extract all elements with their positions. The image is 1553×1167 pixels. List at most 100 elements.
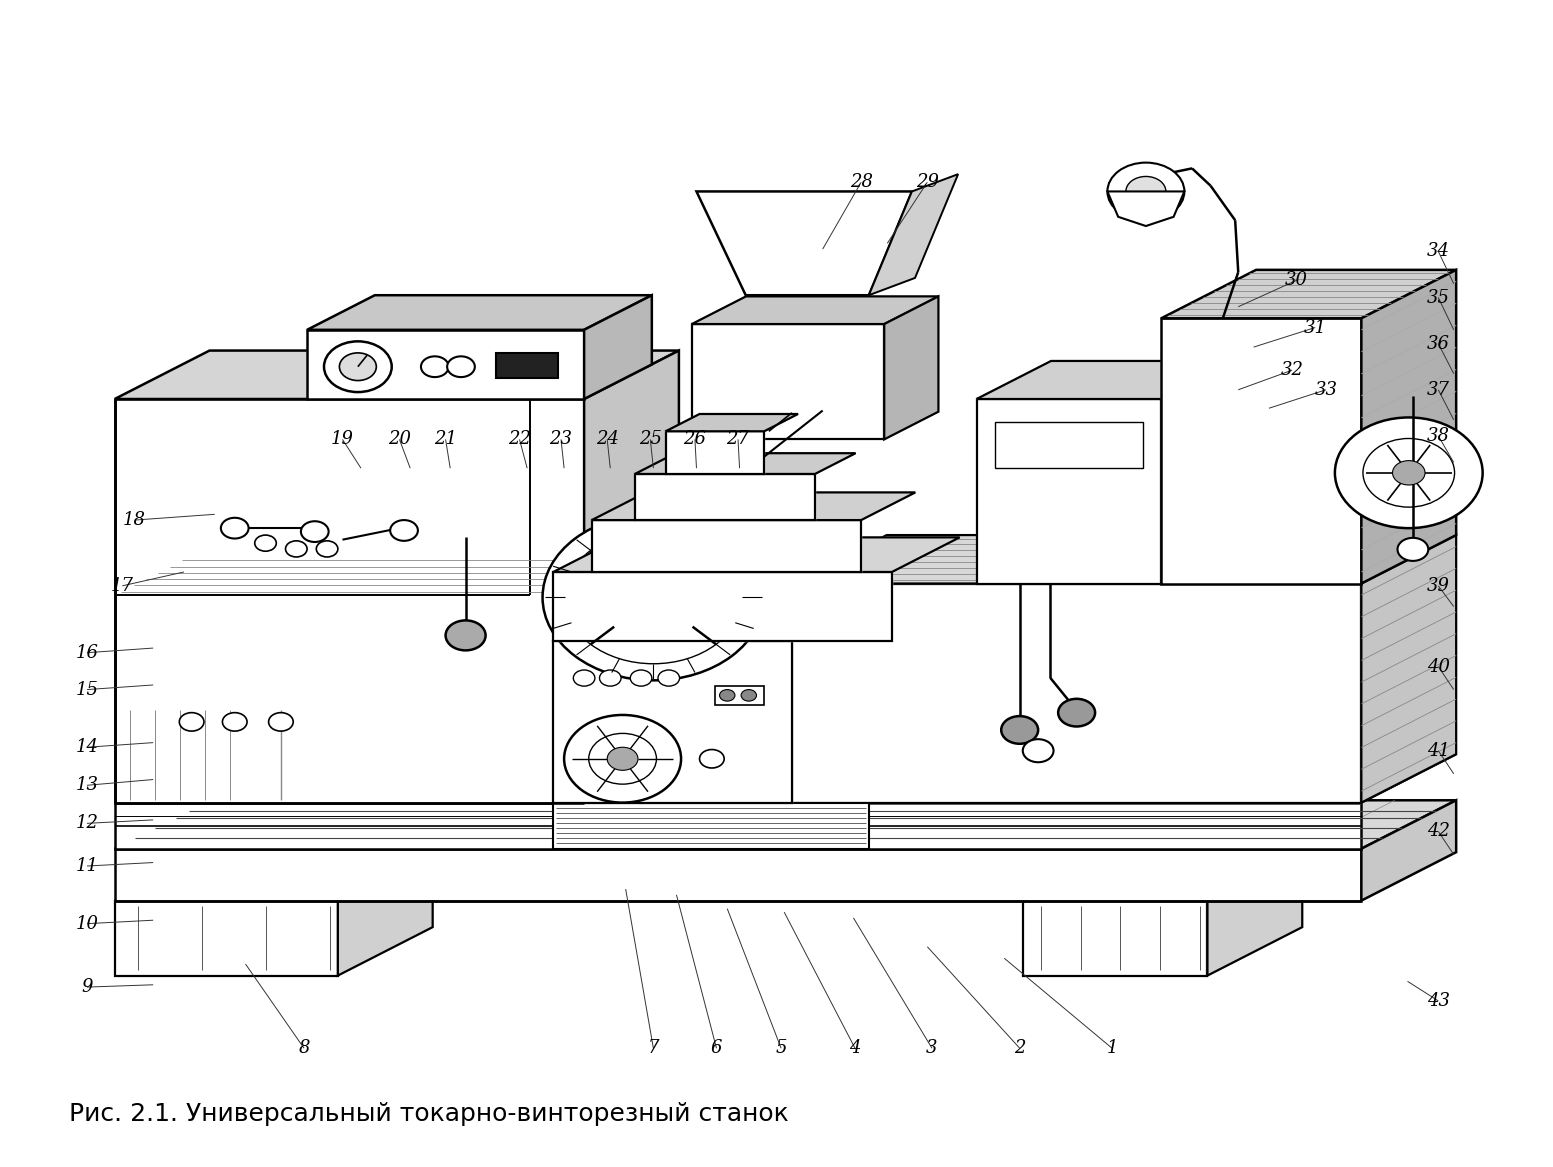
Polygon shape bbox=[691, 296, 938, 324]
Text: 4: 4 bbox=[849, 1039, 860, 1057]
Text: 40: 40 bbox=[1427, 657, 1451, 676]
Polygon shape bbox=[115, 754, 1457, 803]
Text: 34: 34 bbox=[1427, 243, 1451, 260]
Polygon shape bbox=[792, 584, 1362, 803]
Text: 17: 17 bbox=[110, 576, 134, 595]
Text: 23: 23 bbox=[550, 431, 573, 448]
Polygon shape bbox=[1162, 270, 1457, 319]
Bar bbox=[553, 572, 891, 641]
Polygon shape bbox=[691, 296, 938, 324]
Polygon shape bbox=[1162, 270, 1457, 319]
Polygon shape bbox=[1207, 852, 1303, 976]
Circle shape bbox=[221, 518, 248, 538]
Circle shape bbox=[286, 540, 307, 557]
Polygon shape bbox=[115, 852, 433, 901]
Polygon shape bbox=[1023, 852, 1303, 901]
Polygon shape bbox=[1362, 534, 1457, 803]
Circle shape bbox=[658, 670, 680, 686]
Text: 25: 25 bbox=[638, 431, 662, 448]
Polygon shape bbox=[666, 432, 764, 474]
Text: 21: 21 bbox=[435, 431, 457, 448]
Text: 15: 15 bbox=[76, 680, 98, 699]
Bar bbox=[714, 686, 764, 705]
Bar bbox=[307, 330, 584, 399]
Text: 30: 30 bbox=[1286, 271, 1308, 289]
Circle shape bbox=[1126, 176, 1166, 207]
Bar bbox=[977, 399, 1162, 584]
Text: 20: 20 bbox=[388, 431, 412, 448]
Bar bbox=[666, 432, 764, 474]
Polygon shape bbox=[339, 852, 433, 976]
Text: 11: 11 bbox=[76, 857, 98, 875]
Circle shape bbox=[179, 713, 203, 731]
Polygon shape bbox=[584, 546, 749, 595]
Polygon shape bbox=[553, 641, 792, 803]
Polygon shape bbox=[307, 295, 652, 330]
Circle shape bbox=[607, 747, 638, 770]
Circle shape bbox=[317, 540, 339, 557]
Polygon shape bbox=[1207, 852, 1303, 976]
Polygon shape bbox=[1362, 534, 1457, 803]
Bar bbox=[115, 901, 339, 976]
Polygon shape bbox=[553, 537, 960, 572]
Text: 32: 32 bbox=[1281, 361, 1303, 379]
Polygon shape bbox=[1162, 361, 1236, 584]
Bar bbox=[553, 803, 868, 848]
Circle shape bbox=[301, 522, 329, 541]
Polygon shape bbox=[115, 901, 339, 976]
Bar bbox=[553, 641, 792, 803]
Polygon shape bbox=[1162, 319, 1362, 584]
Polygon shape bbox=[1107, 191, 1185, 226]
Circle shape bbox=[1393, 461, 1426, 485]
Polygon shape bbox=[553, 572, 891, 641]
Polygon shape bbox=[307, 295, 652, 330]
Circle shape bbox=[1058, 699, 1095, 727]
Text: 29: 29 bbox=[916, 173, 940, 191]
Text: 36: 36 bbox=[1427, 335, 1451, 352]
Circle shape bbox=[446, 621, 486, 650]
Text: 9: 9 bbox=[81, 978, 93, 997]
Polygon shape bbox=[592, 492, 915, 520]
Text: 19: 19 bbox=[331, 431, 354, 448]
Polygon shape bbox=[1362, 801, 1457, 901]
Bar bbox=[1162, 319, 1362, 584]
Text: 41: 41 bbox=[1427, 742, 1451, 760]
Circle shape bbox=[421, 356, 449, 377]
Polygon shape bbox=[635, 474, 815, 520]
Polygon shape bbox=[553, 537, 960, 572]
Polygon shape bbox=[666, 414, 798, 432]
Text: 42: 42 bbox=[1427, 823, 1451, 840]
Polygon shape bbox=[977, 361, 1236, 399]
Text: 1: 1 bbox=[1106, 1039, 1118, 1057]
Polygon shape bbox=[115, 754, 1457, 803]
Polygon shape bbox=[635, 453, 856, 474]
Circle shape bbox=[340, 352, 376, 380]
Bar bbox=[115, 848, 1362, 901]
Text: 28: 28 bbox=[849, 173, 873, 191]
Text: 14: 14 bbox=[76, 739, 98, 756]
Text: 37: 37 bbox=[1427, 380, 1451, 399]
Circle shape bbox=[573, 670, 595, 686]
Circle shape bbox=[699, 749, 724, 768]
Polygon shape bbox=[977, 361, 1236, 399]
Polygon shape bbox=[115, 848, 1362, 901]
Text: 31: 31 bbox=[1303, 319, 1326, 336]
Text: 18: 18 bbox=[123, 511, 146, 529]
Polygon shape bbox=[792, 534, 1457, 584]
Circle shape bbox=[565, 531, 742, 664]
Polygon shape bbox=[666, 414, 798, 432]
Text: 26: 26 bbox=[683, 431, 707, 448]
Text: 39: 39 bbox=[1427, 576, 1451, 595]
Circle shape bbox=[1107, 162, 1185, 221]
Bar bbox=[635, 474, 815, 520]
Bar bbox=[115, 803, 1362, 848]
Circle shape bbox=[269, 713, 294, 731]
Circle shape bbox=[564, 715, 682, 803]
Polygon shape bbox=[584, 595, 654, 803]
Polygon shape bbox=[868, 174, 958, 295]
Bar bbox=[497, 352, 558, 378]
Polygon shape bbox=[592, 492, 915, 520]
Polygon shape bbox=[792, 534, 1457, 584]
Text: 12: 12 bbox=[76, 815, 98, 832]
Bar bbox=[592, 520, 862, 572]
